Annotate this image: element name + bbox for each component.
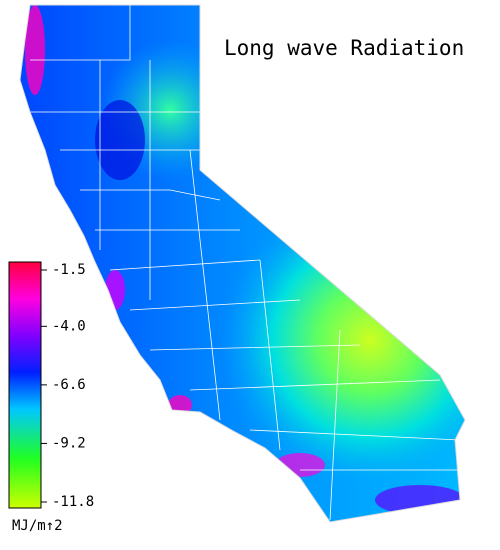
colorbar-tick-label: -6.6 bbox=[52, 377, 86, 393]
colorbar bbox=[8, 261, 42, 509]
colorbar-tick-label: -11.8 bbox=[52, 494, 94, 510]
colorbar-unit: MJ/m↑2 bbox=[12, 518, 63, 534]
map-title: Long wave Radiation bbox=[224, 36, 464, 60]
colorbar-tick-label: -9.2 bbox=[52, 435, 86, 451]
colorbar-tick-label: -4.0 bbox=[52, 318, 86, 334]
colorbar-tick-label: -1.5 bbox=[52, 262, 86, 278]
